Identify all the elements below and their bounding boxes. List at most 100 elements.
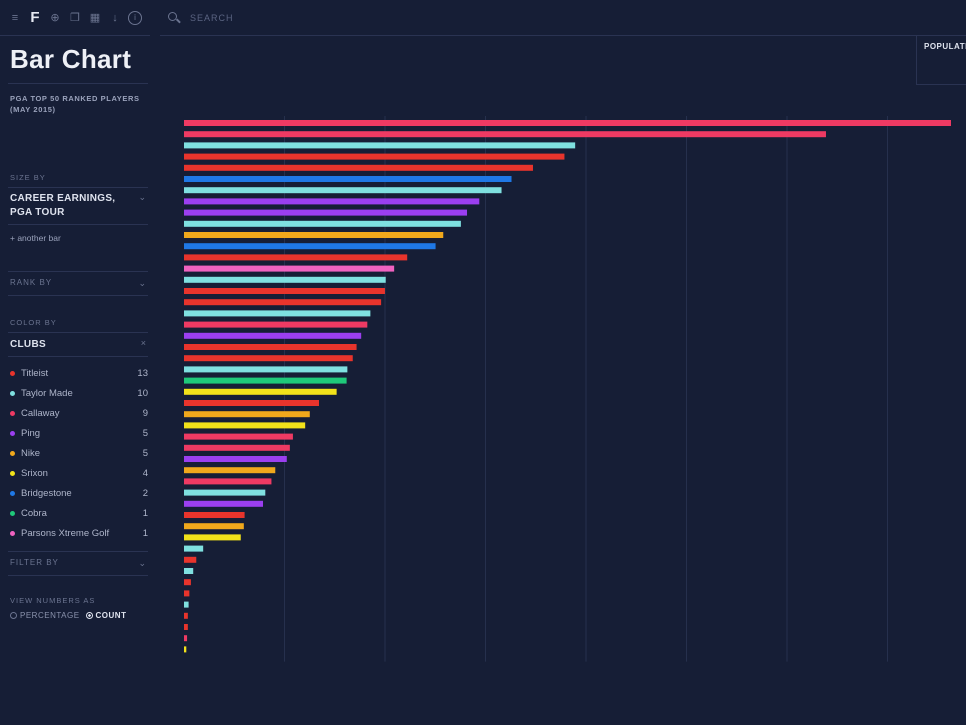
bar[interactable]	[184, 366, 348, 373]
legend-label: Parsons Xtreme Golf	[21, 527, 110, 539]
another-bar-link[interactable]: + another bar	[10, 233, 61, 243]
bar[interactable]	[184, 489, 266, 496]
legend-dot-icon	[10, 470, 15, 476]
legend-dot-icon	[10, 490, 15, 496]
bar[interactable]	[184, 153, 565, 160]
color-by-select[interactable]: CLUBS ×	[8, 338, 148, 352]
bar[interactable]	[184, 400, 319, 406]
bar[interactable]	[184, 523, 244, 530]
population-header[interactable]: POPULATION	[924, 42, 966, 51]
grid-icon[interactable]: ▦	[89, 12, 101, 24]
legend-label: Cobra	[21, 507, 47, 519]
legend-label: Callaway	[21, 407, 60, 419]
bar[interactable]	[184, 646, 187, 653]
bar[interactable]	[184, 288, 385, 294]
divider	[8, 332, 148, 333]
clear-icon[interactable]: ×	[140, 338, 146, 348]
color-by-value: CLUBS	[10, 339, 46, 350]
bar[interactable]	[184, 545, 204, 552]
bar[interactable]	[184, 254, 408, 261]
bar[interactable]	[184, 478, 272, 485]
radio-selected-icon	[85, 612, 93, 619]
bar[interactable]	[184, 198, 480, 205]
count-label: COUNT	[95, 611, 127, 620]
target-icon[interactable]: ⊕	[50, 12, 60, 24]
info-icon[interactable]: i	[128, 10, 142, 25]
bar[interactable]	[184, 243, 436, 250]
bar[interactable]	[184, 321, 368, 328]
bar[interactable]	[184, 635, 188, 642]
bar[interactable]	[184, 579, 191, 586]
bar[interactable]	[184, 276, 386, 283]
logo-icon[interactable]: F	[30, 9, 40, 26]
legend-count: 1	[142, 527, 148, 539]
legend-item[interactable]: Taylor Made 10	[8, 383, 148, 403]
sidebar: Bar Chart PGA TOP 50 RANKED PLAYERS (MAY…	[8, 40, 148, 620]
bar[interactable]	[184, 534, 241, 541]
percentage-radio[interactable]: PERCENTAGE	[10, 611, 80, 620]
legend-item[interactable]: Nike 5	[8, 443, 148, 463]
bar[interactable]	[184, 142, 576, 149]
legend-label: Titleist	[21, 367, 49, 379]
bar[interactable]	[184, 209, 468, 216]
filter-by-select[interactable]: FILTER BY ⌄	[8, 558, 148, 569]
legend-count: 5	[142, 427, 148, 439]
bar[interactable]	[184, 332, 362, 339]
bar[interactable]	[184, 164, 533, 171]
search-input[interactable]	[188, 11, 492, 24]
legend-item[interactable]: Parsons Xtreme Golf 1	[8, 523, 148, 543]
bar[interactable]	[184, 612, 188, 619]
bar[interactable]	[184, 601, 189, 608]
bar[interactable]	[184, 120, 951, 126]
bar[interactable]	[184, 624, 188, 630]
legend: Titleist 13 Taylor Made 10 Callaway 9 Ping 5 Nik…	[8, 363, 148, 543]
bar[interactable]	[184, 568, 194, 574]
copy-icon[interactable]: ❐	[70, 12, 80, 24]
rank-by-label: RANK BY	[10, 278, 53, 287]
bar[interactable]	[184, 433, 293, 440]
bar[interactable]	[184, 388, 337, 395]
legend-item[interactable]: Bridgestone 2	[8, 483, 148, 503]
color-by-label: COLOR BY	[10, 318, 57, 327]
filter-by-label: FILTER BY	[10, 558, 59, 567]
bar[interactable]	[184, 187, 502, 194]
legend-item[interactable]: Callaway 9	[8, 403, 148, 423]
bar[interactable]	[184, 467, 276, 474]
chevron-down-icon: ⌄	[138, 192, 146, 202]
bar[interactable]	[184, 590, 190, 597]
divider	[8, 187, 148, 188]
count-radio[interactable]: COUNT	[85, 611, 127, 620]
bar[interactable]	[184, 232, 444, 238]
bar[interactable]	[184, 176, 512, 182]
download-icon[interactable]: ↓	[112, 11, 118, 24]
search-icon	[168, 11, 180, 24]
bar[interactable]	[184, 355, 353, 362]
bar[interactable]	[184, 131, 826, 138]
bar[interactable]	[184, 344, 357, 350]
bar[interactable]	[184, 512, 245, 518]
legend-count: 1	[142, 507, 148, 519]
bar[interactable]	[184, 377, 347, 384]
size-by-select[interactable]: CAREER EARNINGS, PGA TOUR ⌄	[8, 192, 148, 220]
percentage-label: PERCENTAGE	[20, 611, 80, 620]
menu-icon[interactable]: ≡	[11, 11, 19, 24]
toolbar: ≡ F ⊕ ❐ ▦ ↓ i	[0, 0, 150, 36]
legend-count: 4	[142, 467, 148, 479]
legend-item[interactable]: Srixon 4	[8, 463, 148, 483]
bar[interactable]	[184, 556, 197, 563]
bar[interactable]	[184, 422, 306, 429]
bar[interactable]	[184, 500, 264, 507]
bar[interactable]	[184, 265, 395, 272]
bar[interactable]	[184, 411, 310, 418]
bar[interactable]	[184, 444, 290, 451]
bar[interactable]	[184, 456, 287, 462]
bar[interactable]	[184, 310, 371, 317]
legend-label: Bridgestone	[21, 487, 72, 499]
bar[interactable]	[184, 220, 461, 227]
rank-by-select[interactable]: RANK BY ⌄	[8, 278, 148, 289]
legend-item[interactable]: Ping 5	[8, 423, 148, 443]
legend-item[interactable]: Cobra 1	[8, 503, 148, 523]
legend-item[interactable]: Titleist 13	[8, 363, 148, 383]
legend-dot-icon	[10, 390, 15, 396]
bar[interactable]	[184, 299, 382, 306]
